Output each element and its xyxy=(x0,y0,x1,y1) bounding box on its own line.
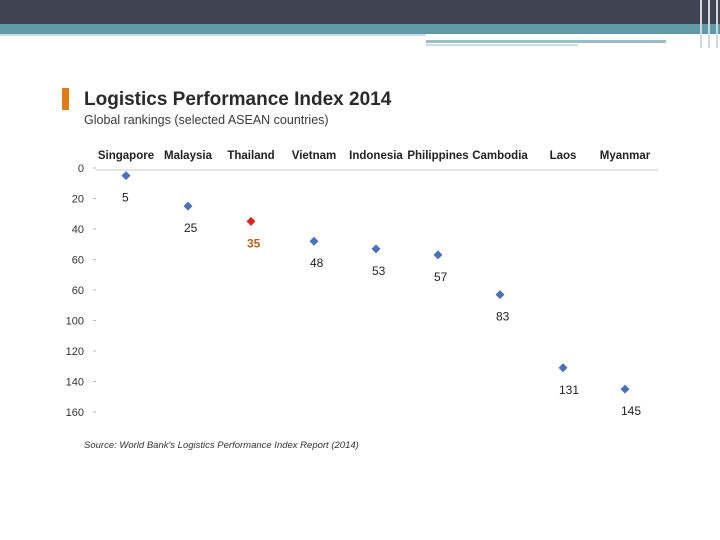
data-label: 35 xyxy=(247,236,261,250)
y-tick-label: 40 xyxy=(72,224,84,236)
category-label: Malaysia xyxy=(164,150,213,162)
corner-decoration xyxy=(696,0,720,48)
category-label: Laos xyxy=(550,150,577,162)
y-tick-label: 20 xyxy=(72,194,84,206)
data-point xyxy=(121,171,131,181)
category-label: Cambodia xyxy=(472,150,528,162)
data-label: 25 xyxy=(184,221,198,235)
y-tick-label: 0 xyxy=(78,163,84,175)
data-label: 5 xyxy=(122,191,129,205)
data-label: 48 xyxy=(310,256,324,270)
data-point xyxy=(309,236,319,246)
data-label: 53 xyxy=(372,264,386,278)
category-label: Vietnam xyxy=(292,150,337,162)
data-point xyxy=(371,244,381,254)
data-label: 83 xyxy=(496,310,510,324)
data-label: 57 xyxy=(434,270,448,284)
y-tick-label: 100 xyxy=(66,316,84,328)
chart-title: Logistics Performance Index 2014 xyxy=(84,89,392,110)
category-label: Singapore xyxy=(98,150,154,162)
header-bar xyxy=(0,0,720,24)
data-point xyxy=(433,250,443,260)
data-label: 131 xyxy=(559,383,579,397)
category-label: Thailand xyxy=(227,150,274,162)
category-label: Philippines xyxy=(407,150,468,162)
y-tick-label: 120 xyxy=(66,346,84,358)
category-label: Myanmar xyxy=(600,150,651,162)
title-marker xyxy=(62,88,69,110)
category-label: Indonesia xyxy=(349,150,403,162)
data-point-highlight xyxy=(246,216,256,226)
y-tick-label: 160 xyxy=(66,407,84,419)
chart-source: Source: World Bank's Logistics Performan… xyxy=(84,440,359,451)
y-tick-label: 60 xyxy=(72,285,84,297)
accent-line xyxy=(426,44,578,46)
accent-line xyxy=(426,40,666,43)
data-label: 145 xyxy=(621,404,641,418)
data-point xyxy=(558,363,568,373)
data-point xyxy=(183,201,193,211)
accent-line xyxy=(0,34,426,36)
header-accent-band xyxy=(0,24,720,34)
chart-subtitle: Global rankings (selected ASEAN countrie… xyxy=(84,113,329,127)
y-tick-label: 60 xyxy=(72,255,84,267)
data-point xyxy=(495,290,505,300)
y-tick-label: 140 xyxy=(66,377,84,389)
data-point xyxy=(620,384,630,394)
